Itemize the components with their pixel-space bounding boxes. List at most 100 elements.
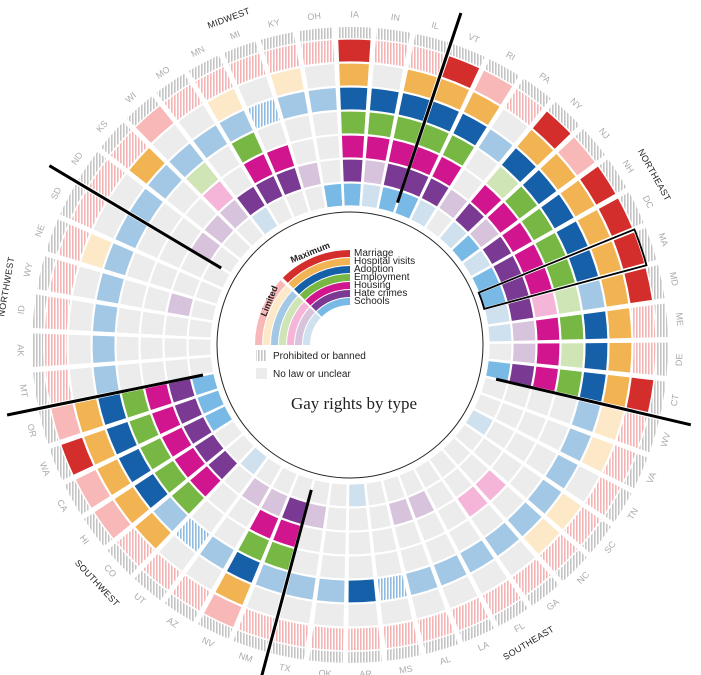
cell-wv-marriage [616,412,647,449]
cell-pa-hospital-visits [491,109,528,144]
state-label-ks: KS [94,118,109,134]
cell-tn-hospital-visits [565,466,599,502]
cell-id-housing [140,311,165,335]
cell-md-housing [531,292,558,318]
cell-tx-hospital-visits [279,596,313,624]
cell-mi-employment [257,122,287,151]
state-label-tx: TX [278,662,291,674]
cell-ia-employment [341,111,366,134]
cell-co-housing [190,466,221,497]
cell-nh-hate-crimes [482,236,512,264]
cell-fl-employment [449,520,481,552]
cell-ak-marriage [44,333,68,367]
cell-ne-hospital-visits [81,233,112,269]
cell-id-hate-crimes [164,315,189,337]
cell-ct-employment [556,369,582,397]
cell-wa-housing [152,406,181,434]
cell-ne-hate-crimes [172,271,200,297]
outer-stripe-ca [64,480,91,515]
cell-az-marriage [172,575,211,611]
outer-stripe-wv [638,417,659,453]
cell-dc-marriage [598,198,632,236]
outer-stripe-az [164,594,199,622]
cell-ma-adoption [569,250,598,282]
cell-or-adoption [98,394,127,425]
cell-hi-hospital-visits [114,487,150,524]
cell-nc-hate-crimes [459,454,488,483]
cell-ma-hospital-visits [591,241,622,276]
cell-mt-housing [141,361,166,386]
cell-ca-hate-crimes [183,417,212,444]
cell-tx-schools [309,480,330,505]
outer-stripe-hi [83,513,113,547]
legend-arc-housing-maximum [305,282,350,306]
cell-wv-hospital-visits [594,406,624,441]
state-label-ca: CA [55,498,70,514]
cell-wi-adoption [169,143,204,178]
state-label-mt: MT [18,384,30,399]
legend-no-law-swatch [256,368,267,379]
outer-stripe-ar [348,650,382,663]
cell-la-hate-crimes [408,490,434,519]
cell-az-schools [256,458,282,486]
legend-prohibited-swatch [256,350,267,361]
state-label-or: OR [25,423,38,439]
cell-or-hate-crimes [168,379,195,403]
outer-stripe-oh [298,27,333,42]
cell-la-employment [425,533,456,564]
region-divider-2 [260,489,313,675]
cell-nj-employment [505,186,538,219]
cell-ca-hospital-visits [97,459,131,495]
cell-sd-hate-crimes [180,251,209,278]
cell-nm-marriage [238,608,275,640]
cell-wy-hospital-visits [73,266,101,300]
region-divider-4 [48,164,222,270]
cell-va-hate-crimes [496,402,524,429]
region-divider-0 [396,12,463,204]
cell-mi-hate-crimes [276,168,302,195]
cell-sd-employment [137,227,168,259]
cell-de-schools [488,343,512,361]
cell-la-hospital-visits [442,576,478,608]
cell-nv-adoption [226,551,260,583]
cell-nc-employment [491,486,524,519]
cell-ia-schools [343,183,361,206]
cell-al-schools [383,476,405,502]
cell-ma-housing [524,267,552,295]
outer-stripe-nc [555,550,587,582]
cell-de-housing [536,343,560,366]
cell-ca-employment [140,438,171,470]
cell-nm-housing [273,519,301,547]
outer-stripe-tx [270,642,306,660]
legend-arc-hospital-visits-maximum [288,258,350,289]
legend-arc-housing-limited [287,302,310,345]
cell-fl-hate-crimes [426,480,454,509]
cell-oh-schools [324,183,343,208]
cell-id-employment [116,307,142,334]
cell-ia-adoption [340,87,368,110]
cell-fl-schools [415,460,441,488]
cell-ga-hospital-visits [498,540,535,576]
cell-ks-hospital-visits [129,147,165,184]
outer-stripe-al [423,633,458,654]
state-label-id: ID [16,304,27,315]
cell-ga-hate-crimes [443,468,472,497]
outer-stripe-vt [449,44,485,67]
outer-stripe-va [624,453,648,489]
outer-stripe-ms [386,644,421,661]
cell-az-adoption [200,536,234,569]
state-label-co: CO [102,563,119,580]
cell-ri-schools [411,199,436,227]
cell-mi-housing [266,145,295,173]
cell-in-housing [365,136,390,161]
cell-nh-schools [463,250,491,276]
cell-ne-employment [127,252,156,283]
cell-nd-hate-crimes [191,232,220,260]
cell-vt-employment [418,124,449,154]
cell-oh-adoption [308,88,337,113]
cell-pa-housing [452,169,483,200]
cell-al-hate-crimes [389,498,413,526]
cell-ks-marriage [110,131,148,169]
state-label-ri: RI [504,49,517,62]
